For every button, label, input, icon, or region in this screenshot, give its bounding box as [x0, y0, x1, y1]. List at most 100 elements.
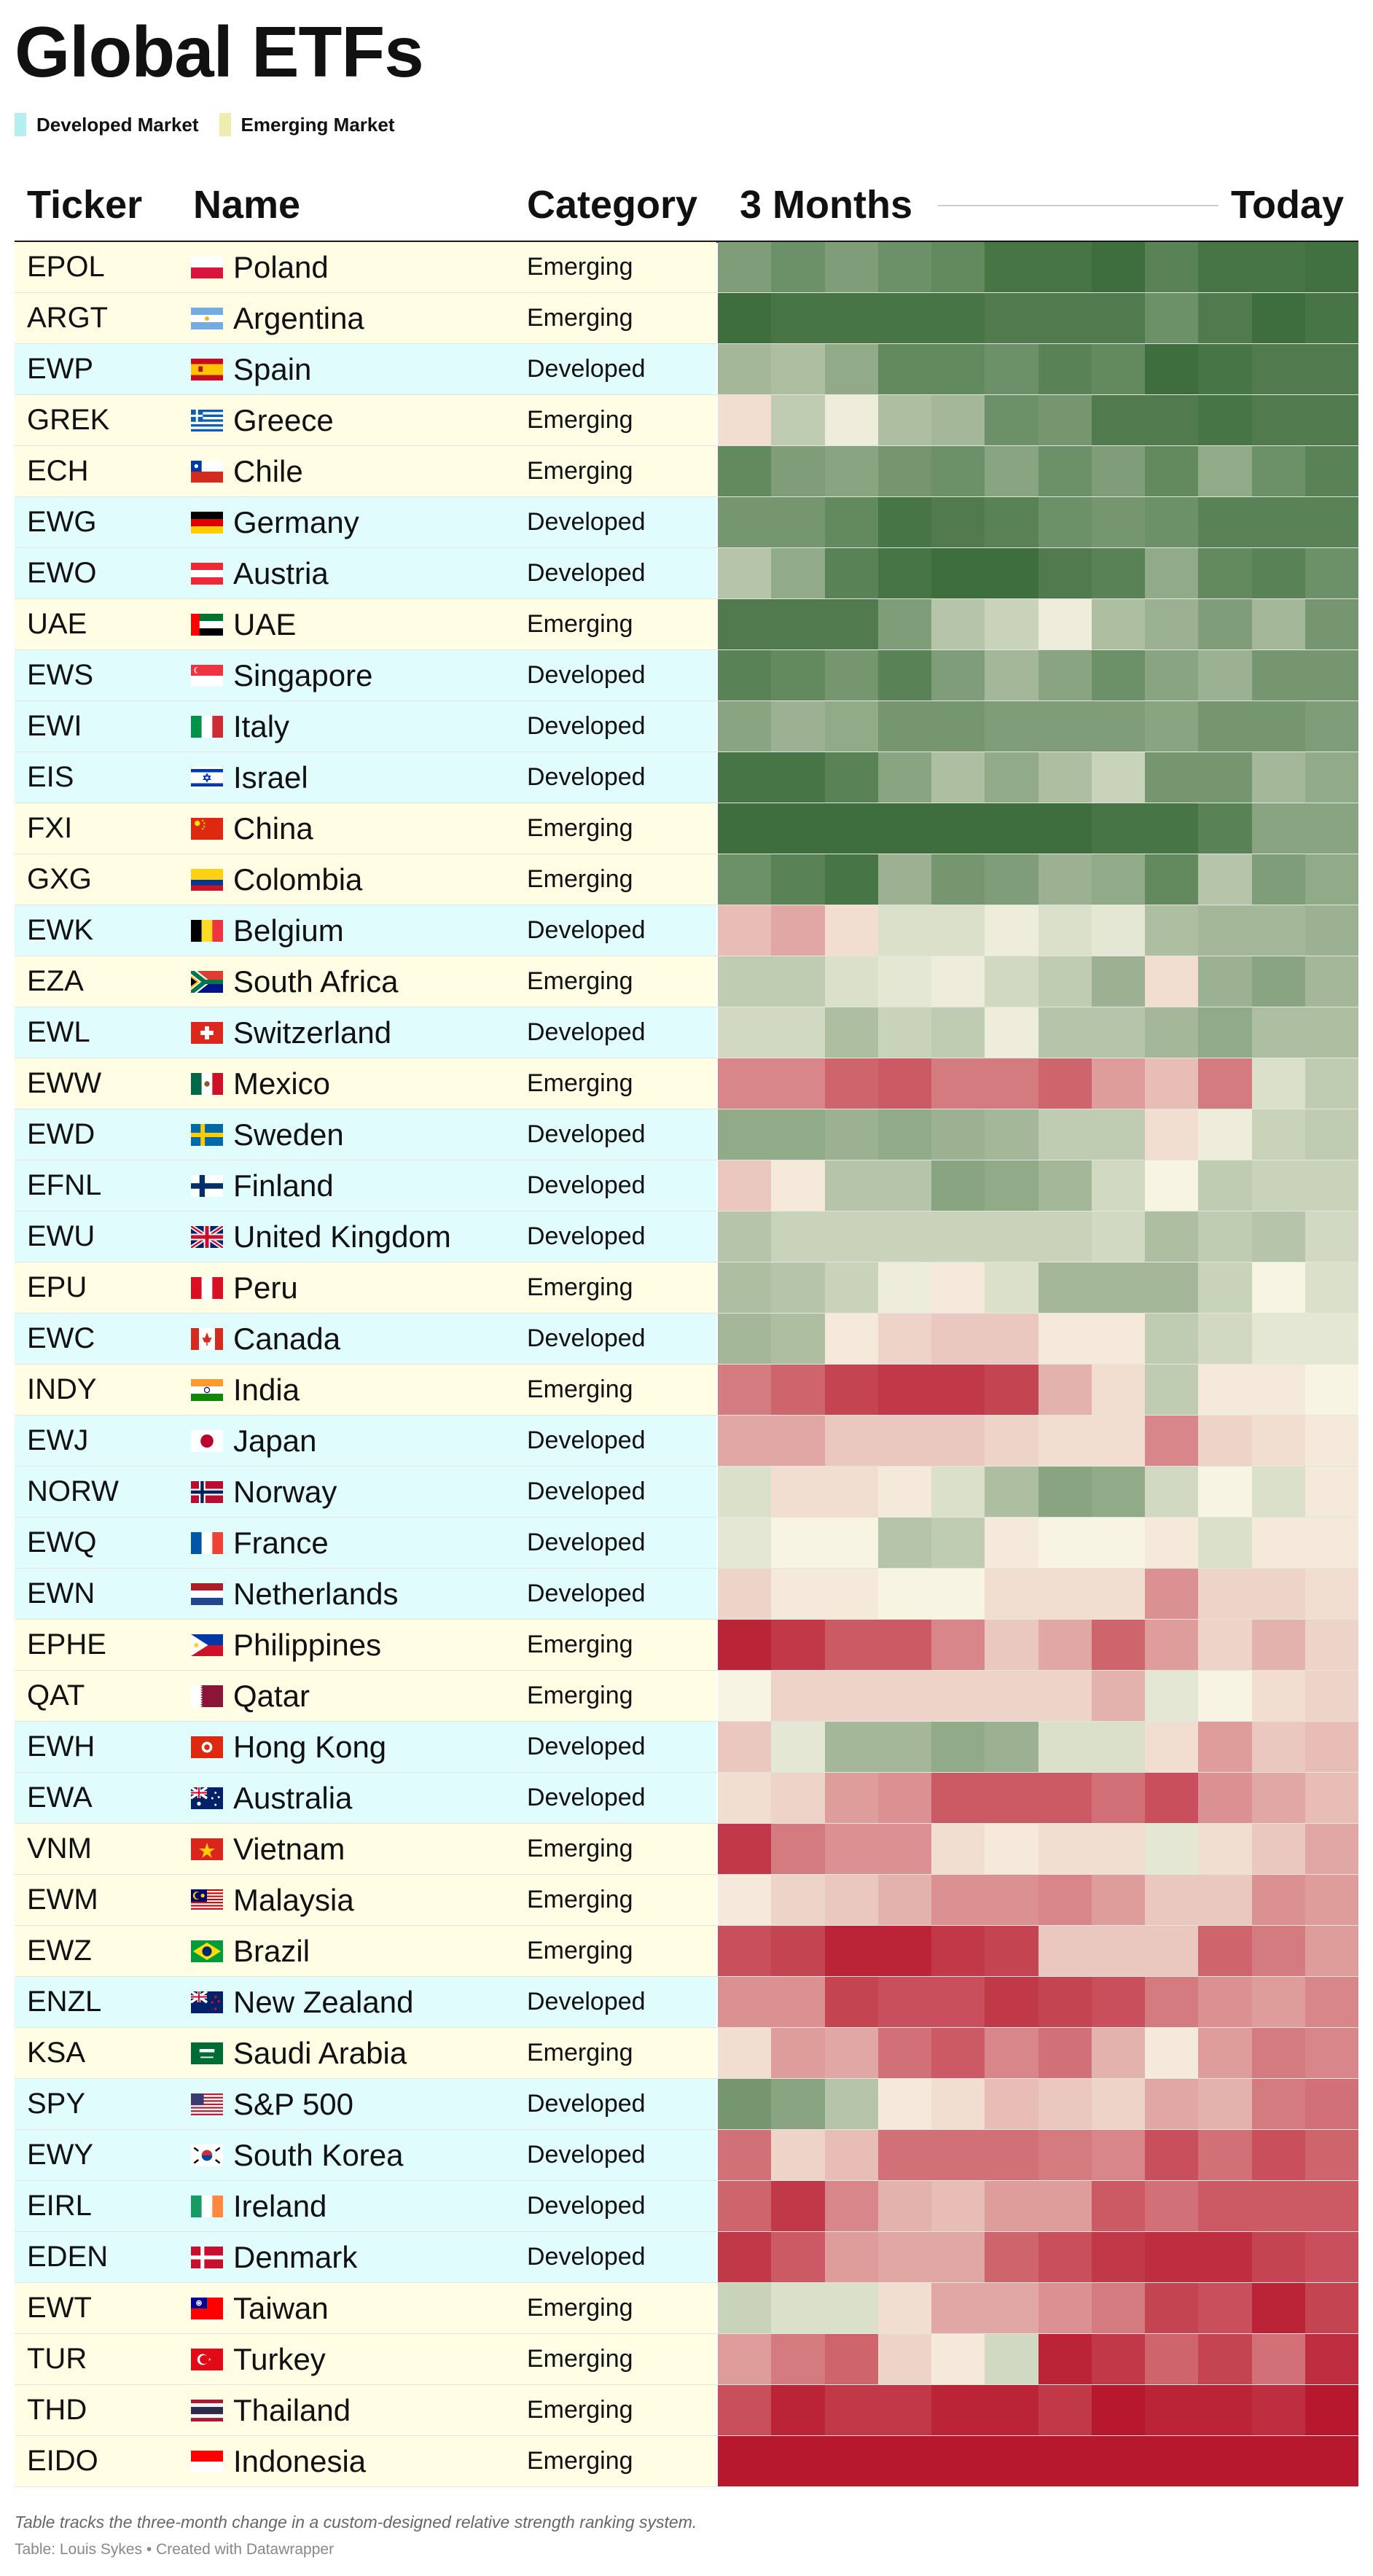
heat-cell: [1198, 701, 1252, 752]
heat-cell: [771, 242, 825, 292]
heat-cell: [824, 701, 878, 752]
heat-cell: [1304, 1058, 1358, 1109]
heat-cell: [771, 2079, 825, 2129]
heat-cell: [824, 1007, 878, 1058]
co-flag-icon: [191, 869, 223, 891]
ticker-cell: EWN: [27, 1577, 95, 1609]
heat-cell: [985, 599, 1038, 649]
heat-cell: [931, 2028, 985, 2078]
category-cell: Developed: [527, 1018, 646, 1046]
heat-cell: [931, 1211, 985, 1262]
heat-cell: [877, 1620, 931, 1670]
table-body: EPOL Poland Emerging ARGT Argentina Emerging E…: [15, 242, 1358, 2487]
credit-line: Table: Louis Sykes • Created with Datawr…: [15, 2541, 335, 2558]
in-flag-icon: [191, 1379, 223, 1402]
name-cell: Mexico: [233, 1066, 331, 1101]
heat-cell: [771, 1109, 825, 1160]
ticker-cell: EWT: [27, 2292, 92, 2324]
heatmap-strip: [718, 803, 1358, 854]
heatmap-strip: [718, 2385, 1358, 2435]
heat-cell: [718, 2385, 772, 2435]
heat-cell: [985, 1824, 1038, 1874]
row-band: [15, 548, 716, 598]
heat-cell: [985, 2232, 1038, 2282]
ticker-cell: FXI: [27, 812, 73, 844]
heat-cell: [877, 344, 931, 394]
name-cell: New Zealand: [233, 1985, 414, 2019]
heat-cell: [1198, 1620, 1252, 1670]
heat-cell: [931, 1109, 985, 1160]
heat-cell: [718, 242, 772, 292]
row-band: [15, 2385, 716, 2435]
heat-cell: [1198, 446, 1252, 496]
heat-cell: [718, 1058, 772, 1109]
heat-cell: [824, 956, 878, 1007]
heat-cell: [1198, 1467, 1252, 1517]
heat-cell: [824, 2334, 878, 2384]
heat-cell: [877, 446, 931, 496]
heat-cell: [1251, 242, 1305, 292]
heatmap-strip: [718, 2283, 1358, 2333]
category-cell: Developed: [527, 1784, 646, 1811]
heat-cell: [1304, 2130, 1358, 2180]
heat-cell: [877, 1518, 931, 1568]
category-cell: Emerging: [527, 1937, 633, 1964]
heat-cell: [1038, 1058, 1092, 1109]
heat-cell: [985, 701, 1038, 752]
ticker-cell: EWD: [27, 1118, 95, 1150]
row-band: [15, 2334, 716, 2384]
heat-cell: [931, 1007, 985, 1058]
heatmap-strip: [718, 548, 1358, 598]
heat-cell: [1304, 2028, 1358, 2078]
name-cell: S&P 500: [233, 2087, 354, 2121]
ph-flag-icon: [191, 1634, 223, 1656]
name-cell: Saudi Arabia: [233, 2036, 407, 2070]
name-cell: Netherlands: [233, 1577, 399, 1611]
heat-cell: [877, 701, 931, 752]
heatmap-strip: [718, 344, 1358, 394]
heat-cell: [718, 1671, 772, 1721]
heat-cell: [1304, 1569, 1358, 1619]
ticker-cell: EWI: [27, 710, 82, 742]
heat-cell: [1145, 1262, 1199, 1313]
heat-cell: [1251, 1160, 1305, 1211]
row-band: [15, 1875, 716, 1925]
heat-cell: [931, 1977, 985, 2027]
heat-cell: [985, 1007, 1038, 1058]
heat-cell: [1038, 2028, 1092, 2078]
table-row: EPOL Poland Emerging: [15, 242, 1358, 293]
row-band: [15, 2283, 716, 2333]
row-band: [15, 2028, 716, 2078]
heat-cell: [1038, 1109, 1092, 1160]
table-row: EWO Austria Developed: [15, 548, 1358, 599]
category-cell: Developed: [527, 1222, 646, 1250]
heat-cell: [1251, 2283, 1305, 2333]
row-band: [15, 905, 716, 956]
heat-cell: [1251, 1416, 1305, 1466]
heat-cell: [1251, 2130, 1305, 2180]
heat-cell: [1145, 2028, 1199, 2078]
heat-cell: [1145, 854, 1199, 905]
heat-cell: [1145, 1518, 1199, 1568]
heat-cell: [1145, 2334, 1199, 2384]
heat-cell: [771, 2232, 825, 2282]
ticker-cell: GREK: [27, 404, 110, 436]
row-band: [15, 1160, 716, 1211]
heat-cell: [1198, 1160, 1252, 1211]
heat-cell: [931, 2232, 985, 2282]
heat-cell: [985, 1262, 1038, 1313]
fi-flag-icon: [191, 1175, 223, 1197]
ie-flag-icon: [191, 2196, 224, 2217]
heat-cell: [1198, 905, 1252, 956]
heat-cell: [718, 2028, 772, 2078]
name-cell: Chile: [233, 454, 303, 488]
heat-cell: [931, 956, 985, 1007]
heat-cell: [1251, 956, 1305, 1007]
heat-cell: [718, 344, 772, 394]
heat-cell: [718, 1518, 772, 1568]
heat-cell: [1091, 2436, 1145, 2486]
heatmap-strip: [718, 1875, 1358, 1925]
sg-flag-icon: [191, 665, 223, 687]
category-cell: Emerging: [527, 2447, 633, 2475]
heat-cell: [877, 2283, 931, 2333]
